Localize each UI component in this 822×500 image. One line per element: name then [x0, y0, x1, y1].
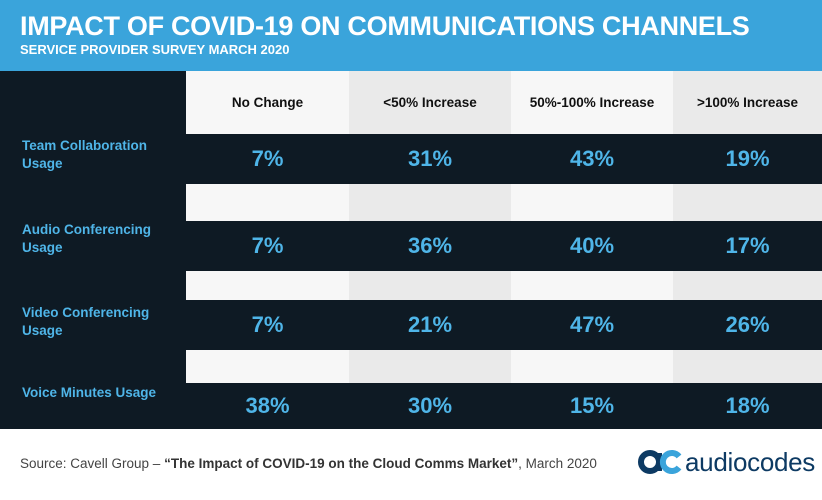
value-cell: 18% [725, 393, 770, 418]
row-label: Voice Minutes Usage [22, 385, 157, 400]
value-cell: 7% [251, 312, 284, 337]
value-cell: 31% [407, 146, 453, 171]
column-header: 50%-100% Increase [529, 95, 655, 110]
page-subtitle: SERVICE PROVIDER SURVEY MARCH 2020 [20, 42, 290, 57]
table-row [0, 300, 822, 350]
title-banner: IMPACT OF COVID-19 ON COMMUNICATIONS CHA… [0, 0, 822, 71]
column-header: No Change [231, 95, 304, 110]
row-label: Video Conferencing Usage [22, 305, 150, 338]
source-prefix: Source: Cavell Group – [20, 456, 165, 471]
value-cell: 21% [407, 312, 453, 337]
column-header: >100% Increase [697, 95, 798, 110]
table-row [0, 383, 822, 429]
logo-wordmark: audiocodes [685, 447, 815, 477]
value-cell: 38% [245, 393, 290, 418]
audiocodes-logo: audiocodes [637, 448, 815, 476]
source-title: “The Impact of COVID-19 on the Cloud Com… [164, 456, 519, 471]
value-cell: 7% [251, 146, 284, 171]
page-title: IMPACT OF COVID-19 ON COMMUNICATIONS CHA… [20, 11, 750, 41]
value-cell: 43% [569, 146, 615, 171]
row-label: Team Collaboration Usage [22, 138, 148, 171]
value-cell: 36% [407, 233, 453, 258]
source-suffix: , March 2020 [518, 456, 597, 471]
value-cell: 15% [569, 393, 615, 418]
value-cell: 47% [569, 312, 615, 337]
value-cell: 40% [569, 233, 615, 258]
value-cell: 26% [725, 312, 770, 337]
source-citation: Source: Cavell Group – “The Impact of CO… [20, 456, 597, 471]
table-row [0, 134, 822, 184]
value-cell: 17% [725, 233, 770, 258]
value-cell: 7% [251, 233, 284, 258]
audiocodes-logo-icon [638, 450, 682, 474]
column-header: <50% Increase [383, 95, 477, 110]
row-label: Audio Conferencing Usage [22, 222, 151, 255]
table-row [0, 221, 822, 271]
value-cell: 30% [407, 393, 453, 418]
survey-table: No Change <50% Increase 50%-100% Increase >… [0, 71, 822, 429]
value-cell: 19% [725, 146, 770, 171]
